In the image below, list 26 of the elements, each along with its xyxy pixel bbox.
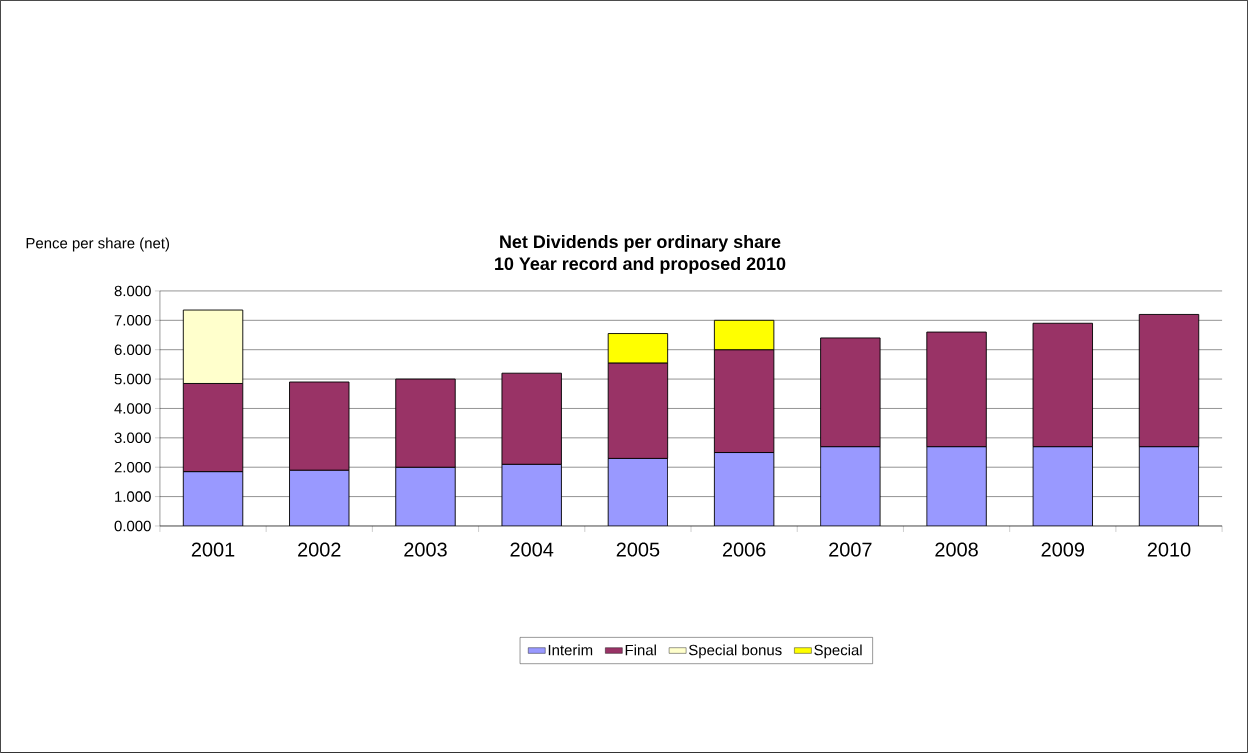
y-axis-title: Pence per share (net) xyxy=(26,237,170,252)
x-tick-label: 2001 xyxy=(191,542,235,557)
y-tick-label: 2.000 xyxy=(114,461,151,473)
x-tick-label: 2009 xyxy=(1041,542,1084,557)
y-tick-label: 4.000 xyxy=(114,403,151,414)
y-tick-label: 1.000 xyxy=(115,491,151,502)
x-tick-label: 2005 xyxy=(616,542,660,557)
x-tick-label: 2010 xyxy=(1147,542,1191,557)
legend-label: Final xyxy=(625,644,656,656)
legend-label: Interim xyxy=(548,644,593,656)
x-tick-label: 2003 xyxy=(404,542,447,557)
chart-subtitle: 10 Year record and proposed 2010 xyxy=(495,256,786,274)
y-tick-label: 8.000 xyxy=(114,285,151,297)
y-tick-label: 0.000 xyxy=(114,520,151,532)
x-tick-label: 2008 xyxy=(935,542,978,557)
x-tick-label: 2007 xyxy=(829,542,872,557)
x-tick-label: 2004 xyxy=(510,542,554,557)
legend-label: Special bonus xyxy=(688,644,782,659)
legend-label: Special xyxy=(814,644,862,659)
y-tick-label: 3.000 xyxy=(114,432,151,444)
y-tick-label: 6.000 xyxy=(114,344,151,356)
chart-title: Net Dividends per ordinary share xyxy=(500,234,781,252)
x-tick-label: 2006 xyxy=(722,542,766,557)
x-tick-label: 2002 xyxy=(298,542,341,557)
y-tick-label: 5.000 xyxy=(114,373,151,385)
y-tick-label: 7.000 xyxy=(114,315,151,326)
